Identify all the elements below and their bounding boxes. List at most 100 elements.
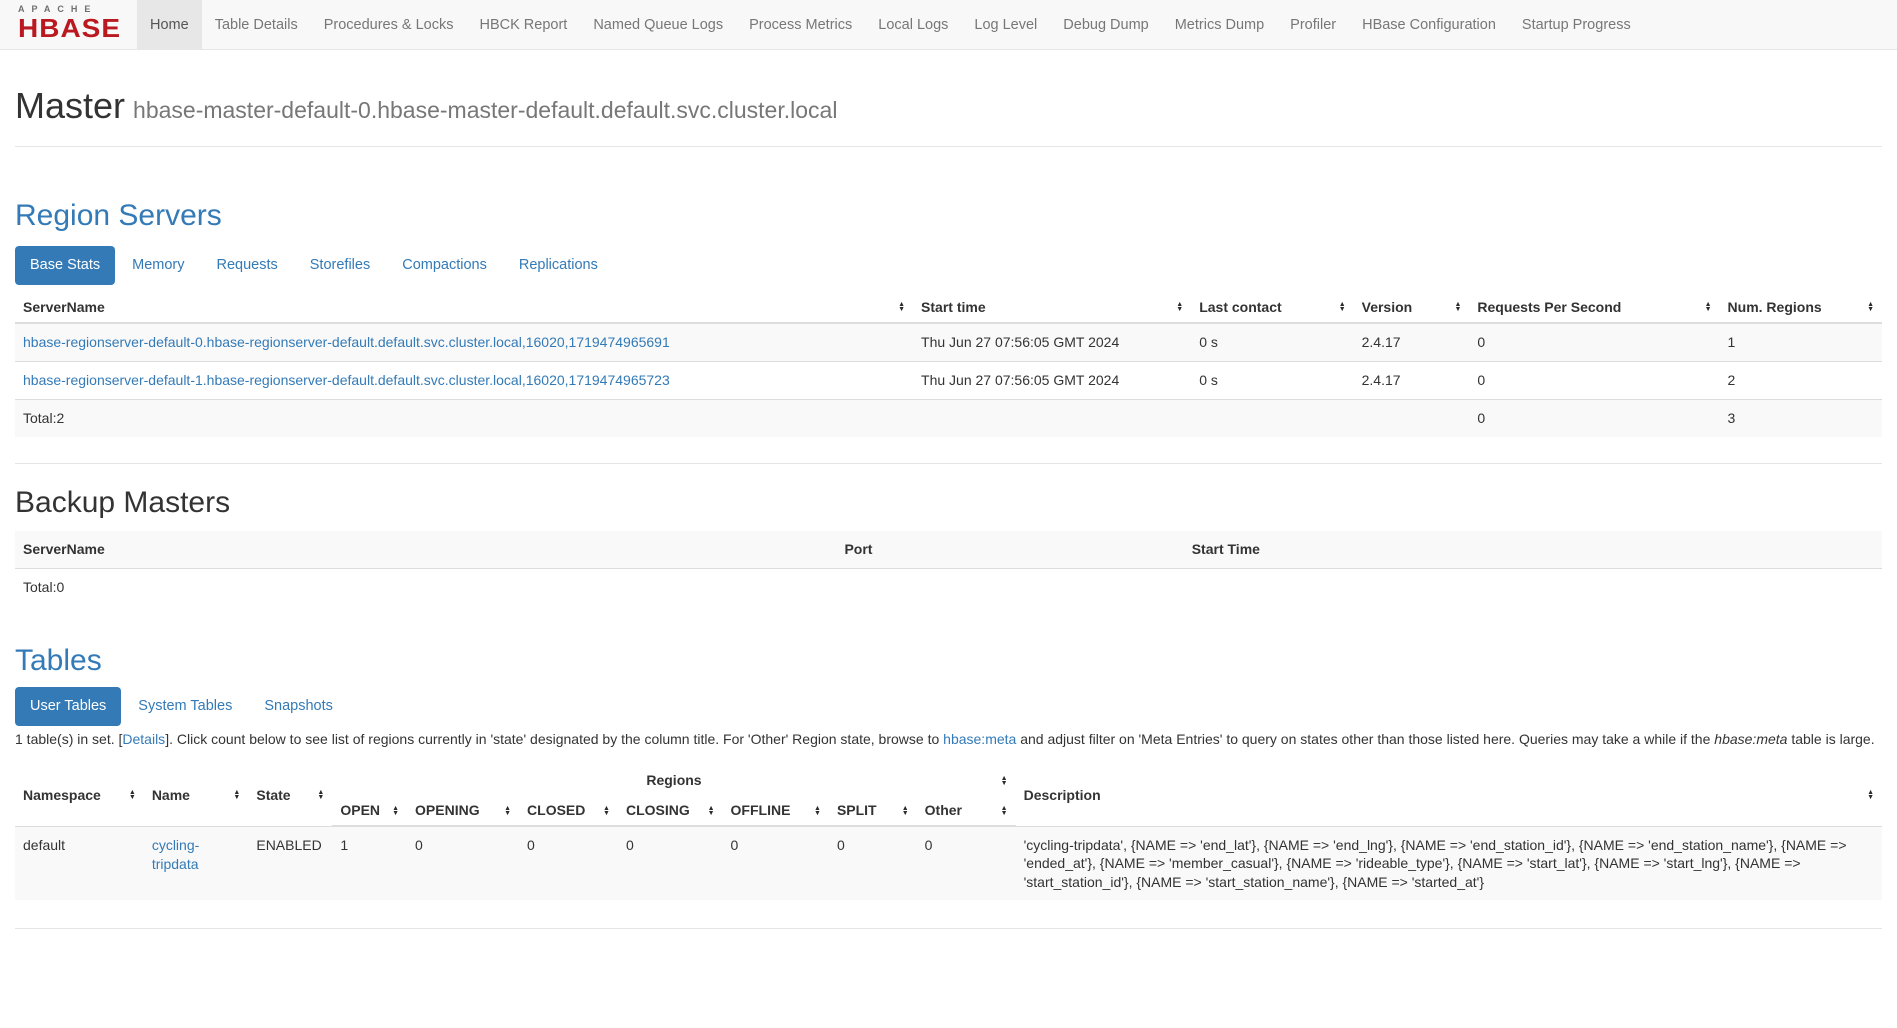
- table-row: hbase-regionserver-default-0.hbase-regio…: [15, 322, 1882, 362]
- page-title: Master hbase-master-default-0.hbase-maste…: [15, 86, 1882, 126]
- sort-icon[interactable]: ▲ ▼: [898, 301, 906, 314]
- tables-summary-text: 1 table(s) in set. [Details]. Click coun…: [15, 730, 1875, 747]
- col-last-contact[interactable]: Last contact ▲ ▼: [1191, 292, 1354, 324]
- cell-closed-count: 0: [519, 825, 618, 901]
- cell-version: 2.4.17: [1353, 360, 1470, 400]
- col-open[interactable]: OPEN ▲ ▼: [332, 796, 408, 828]
- tab-snapshots[interactable]: Snapshots: [264, 697, 333, 714]
- nav-item-log-level[interactable]: Log Level: [974, 16, 1038, 33]
- table-name-link[interactable]: cycling-tripdata: [151, 836, 200, 872]
- nav-item-home[interactable]: Home: [137, 0, 202, 49]
- cell-start-time: Thu Jun 27 07:56:05 GMT 2024: [913, 360, 1192, 400]
- master-hostname: hbase-master-default-0.hbase-master-defa…: [133, 97, 838, 123]
- col-requests-per-second[interactable]: Requests Per Second ▲ ▼: [1469, 292, 1720, 324]
- cell-servername: hbase-regionserver-default-0.hbase-regio…: [15, 322, 914, 362]
- hbase-logo[interactable]: APACHE HBASE: [0, 0, 137, 49]
- table-header-row: ServerName Port Start Time: [15, 530, 1882, 569]
- cell-opening-count: 0: [407, 825, 520, 901]
- sort-icon[interactable]: ▲ ▼: [233, 789, 241, 802]
- tab-memory[interactable]: Memory: [132, 256, 185, 273]
- cell-version: 2.4.17: [1353, 322, 1470, 362]
- col-state[interactable]: State ▲ ▼: [256, 786, 325, 803]
- nav-item-hbase-configuration[interactable]: HBase Configuration: [1362, 16, 1496, 33]
- regionserver-link[interactable]: hbase-regionserver-default-1.hbase-regio…: [23, 371, 670, 388]
- col-namespace[interactable]: Namespace ▲ ▼: [23, 786, 136, 803]
- col-closing[interactable]: CLOSING ▲ ▼: [617, 796, 723, 828]
- sort-icon[interactable]: ▲ ▼: [901, 804, 909, 817]
- nav-item-named-queue-logs[interactable]: Named Queue Logs: [593, 16, 724, 33]
- col-other[interactable]: Other ▲ ▼: [916, 796, 1016, 828]
- col-name[interactable]: Name ▲ ▼: [151, 786, 241, 803]
- sort-icon[interactable]: ▲ ▼: [1454, 301, 1462, 314]
- sort-icon[interactable]: ▲ ▼: [603, 804, 610, 817]
- cell-num-regions: 1: [1719, 322, 1882, 362]
- nav-item-procedures-locks[interactable]: Procedures & Locks: [323, 16, 454, 33]
- col-version[interactable]: Version ▲ ▼: [1353, 292, 1470, 324]
- backup-masters-table: ServerName Port Start Time Total:0: [15, 530, 1882, 606]
- sort-icon[interactable]: ▲ ▼: [1000, 774, 1008, 787]
- col-offline[interactable]: OFFLINE ▲ ▼: [722, 796, 829, 828]
- col-regions-group[interactable]: Regions ▲ ▼: [646, 772, 1008, 789]
- col-description[interactable]: Description ▲ ▼: [1023, 786, 1874, 803]
- table-subheader-row: OPEN ▲ ▼ OPENING ▲ ▼ CLOSED ▲ ▼ CLOSING ▲ ▼ OFFL…: [15, 796, 1882, 828]
- table-row: default cycling-tripdata ENABLED 1 0 0 0…: [15, 825, 1882, 901]
- tab-requests[interactable]: Requests: [216, 256, 278, 273]
- sort-icon[interactable]: ▲ ▼: [392, 804, 400, 817]
- tab-base-stats[interactable]: Base Stats: [15, 245, 116, 285]
- region-servers-table: ServerName ▲ ▼ Start time ▲ ▼ Last contact ▲ ▼…: [15, 292, 1882, 437]
- col-opening[interactable]: OPENING ▲ ▼: [407, 796, 520, 828]
- cell-num-regions: 2: [1719, 360, 1882, 400]
- regionserver-link[interactable]: hbase-regionserver-default-0.hbase-regio…: [23, 333, 670, 350]
- region-servers-tabs: Base Stats Memory Requests Storefiles Co…: [15, 245, 1882, 285]
- col-servername: ServerName: [15, 530, 837, 569]
- table-header-row: ServerName ▲ ▼ Start time ▲ ▼ Last contact ▲ ▼…: [15, 292, 1882, 324]
- cell-last-contact: 0 s: [1191, 322, 1354, 362]
- tab-replications[interactable]: Replications: [518, 256, 598, 273]
- cell-total-label: Total:0: [23, 578, 65, 595]
- nav-item-metrics-dump[interactable]: Metrics Dump: [1174, 16, 1265, 33]
- sort-icon[interactable]: ▲ ▼: [504, 804, 512, 817]
- cell-requests-per-second: 0: [1469, 322, 1720, 362]
- col-split[interactable]: SPLIT ▲ ▼: [828, 796, 917, 828]
- details-link[interactable]: Details: [122, 730, 166, 747]
- nav-item-debug-dump[interactable]: Debug Dump: [1063, 16, 1149, 33]
- sort-icon[interactable]: ▲ ▼: [128, 789, 136, 802]
- table-header-row: Namespace ▲ ▼ Name ▲ ▼ State ▲ ▼ Regions ▲ ▼ Des…: [15, 765, 1882, 803]
- cell-description: 'cycling-tripdata', {NAME => 'end_lat'},…: [1015, 825, 1882, 901]
- tab-user-tables[interactable]: User Tables: [15, 686, 122, 726]
- tables-tabs: User Tables System Tables Snapshots: [15, 686, 1882, 726]
- nav-item-startup-progress[interactable]: Startup Progress: [1521, 16, 1631, 33]
- sort-icon[interactable]: ▲ ▼: [707, 804, 715, 817]
- tab-system-tables[interactable]: System Tables: [138, 697, 233, 714]
- open-count-link[interactable]: 1: [340, 837, 349, 854]
- cell-other-count: 0: [916, 825, 1016, 901]
- nav-item-process-metrics[interactable]: Process Metrics: [749, 16, 853, 33]
- nav-item-local-logs[interactable]: Local Logs: [878, 16, 949, 33]
- col-closed[interactable]: CLOSED ▲ ▼: [519, 796, 618, 828]
- nav-item-profiler[interactable]: Profiler: [1290, 16, 1337, 33]
- region-servers-heading: Region Servers: [15, 198, 222, 232]
- cell-total-rps: 0: [1469, 398, 1720, 437]
- sort-icon[interactable]: ▲ ▼: [814, 804, 821, 817]
- logo-hbase-text: HBASE: [18, 14, 122, 43]
- tab-storefiles[interactable]: Storefiles: [309, 256, 371, 273]
- cell-namespace: default: [15, 825, 144, 901]
- col-start-time[interactable]: Start time ▲ ▼: [913, 292, 1192, 324]
- sort-icon[interactable]: ▲ ▼: [1867, 301, 1874, 314]
- col-servername[interactable]: ServerName ▲ ▼: [15, 292, 914, 324]
- sort-icon[interactable]: ▲ ▼: [317, 789, 325, 802]
- sort-icon[interactable]: ▲ ▼: [1867, 789, 1874, 802]
- cell-requests-per-second: 0: [1469, 360, 1720, 400]
- sort-icon[interactable]: ▲ ▼: [1338, 301, 1346, 314]
- col-num-regions[interactable]: Num. Regions ▲ ▼: [1719, 292, 1882, 324]
- sort-icon[interactable]: ▲ ▼: [1176, 301, 1184, 314]
- nav-item-hbck-report[interactable]: HBCK Report: [479, 16, 568, 33]
- cell-closing-count: 0: [617, 825, 723, 901]
- sort-icon[interactable]: ▲ ▼: [1704, 301, 1712, 314]
- hbase-meta-link[interactable]: hbase:meta: [943, 730, 1017, 747]
- nav-item-table-details[interactable]: Table Details: [214, 16, 298, 33]
- cell-name: cycling-tripdata: [143, 825, 249, 901]
- divider: [15, 928, 1882, 930]
- sort-icon[interactable]: ▲ ▼: [1000, 804, 1008, 817]
- tab-compactions[interactable]: Compactions: [402, 256, 487, 273]
